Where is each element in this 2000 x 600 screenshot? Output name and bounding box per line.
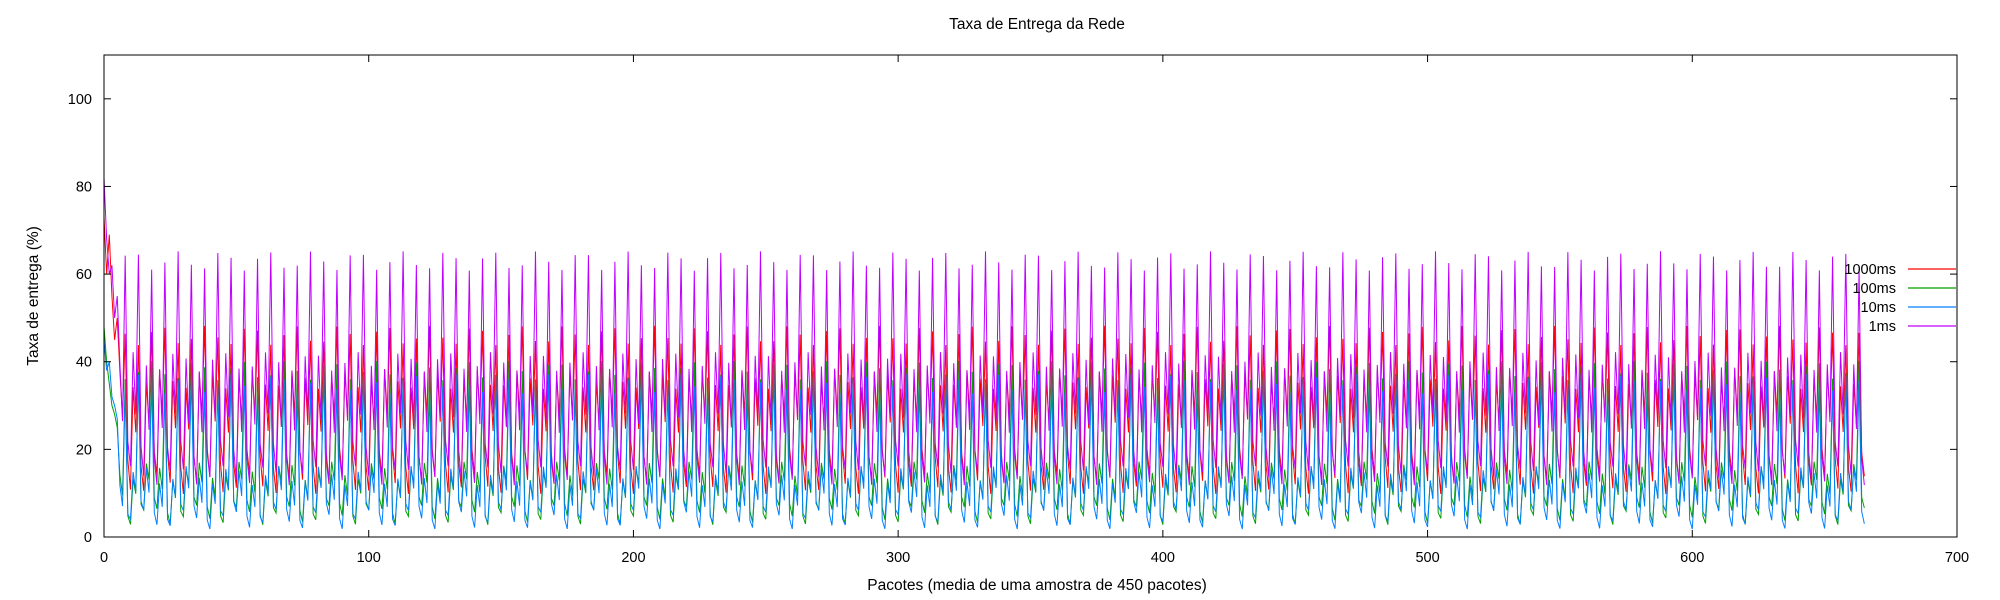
y-tick-label: 80	[76, 179, 92, 195]
y-tick-label: 100	[68, 92, 92, 108]
x-tick-label: 100	[357, 550, 381, 566]
legend-label: 100ms	[1852, 281, 1896, 297]
series-line-10ms	[103, 339, 1865, 530]
x-tick-label: 400	[1151, 550, 1175, 566]
x-tick-label: 600	[1680, 550, 1704, 566]
y-tick-label: 40	[76, 355, 92, 371]
series-line-1ms	[103, 177, 1865, 486]
y-tick-label: 0	[84, 530, 92, 546]
series-line-1000ms	[103, 217, 1865, 495]
x-tick-label: 300	[886, 550, 910, 566]
legend-label: 1000ms	[1844, 262, 1896, 278]
x-tick-label: 200	[621, 550, 645, 566]
x-tick-label: 0	[100, 550, 108, 566]
legend-label: 1ms	[1869, 319, 1896, 335]
chart-title: Taxa de Entrega da Rede	[949, 16, 1125, 33]
axes: 0 100 200 300 400 500 600 700 0 20 40 60 80 100	[68, 55, 1969, 566]
y-tick-label: 20	[76, 442, 92, 458]
legend-label: 10ms	[1861, 300, 1896, 316]
y-tick-label: 60	[76, 267, 92, 283]
plot-frame	[103, 54, 1958, 538]
legend: 1000ms 100ms 10ms 1ms	[1844, 262, 1956, 335]
y-axis-title: Taxa de entrega (%)	[25, 226, 42, 366]
x-tick-label: 700	[1945, 550, 1969, 566]
x-tick-label: 500	[1415, 550, 1439, 566]
plot-area	[103, 177, 1865, 530]
x-axis-title: Pacotes (media de uma amostra de 450 pac…	[867, 577, 1206, 594]
